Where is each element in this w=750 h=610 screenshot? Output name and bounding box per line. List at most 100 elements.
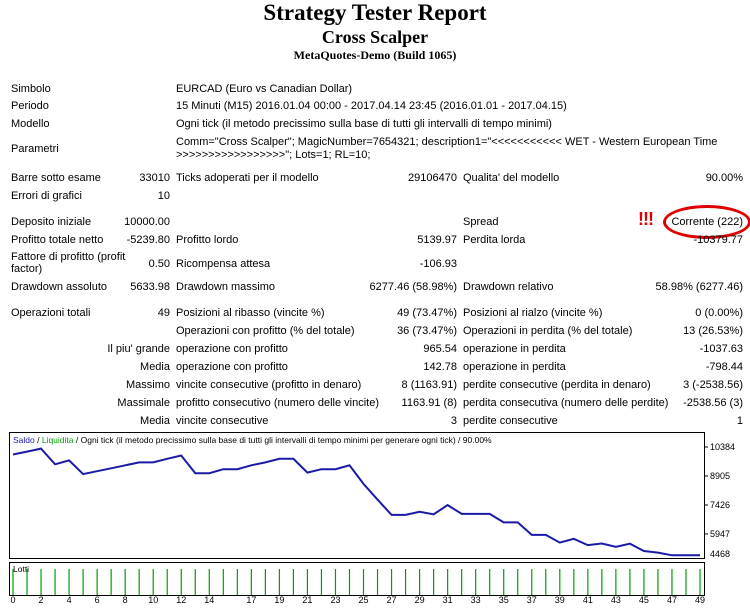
dd-assoluto-value: 5633.98 [130,281,170,293]
ticks-label: Ticks adoperati per il modello [176,172,319,184]
qualita-label: Qualita' del modello [463,172,560,184]
massimo-loss-label: perdite consecutive (perdita in denaro) [463,379,651,391]
profitto-lordo-value: 5139.97 [417,234,457,246]
balance-series-line [12,447,700,557]
x-tick-label: 2 [38,595,44,605]
x-tick-label: 29 [414,595,425,605]
parametri-label: Parametri [11,143,59,155]
lots-frame [9,562,705,596]
barre-value: 33010 [139,172,170,184]
massimo-loss-value: 3 (-2538.56) [683,379,743,391]
x-tick-label: 41 [582,595,593,605]
media-loss-label: operazione in perdita [463,361,566,373]
x-tick-label: 12 [176,595,187,605]
x-tick-label: 45 [638,595,649,605]
grande-profit-value: 965.54 [423,343,457,355]
massimale-label: Massimale [117,397,170,409]
grande-label: Il piu' grande [107,343,170,355]
legend-saldo: Saldo [13,435,35,445]
deposito-label: Deposito iniziale [11,216,92,228]
chart-legend: Saldo / Liquidita / Ogni tick (il metodo… [13,435,492,445]
y-tick-label: 10384 [710,442,735,452]
fattore-label-line2: factor) [11,263,43,275]
media-wins-value: 3 [450,415,457,427]
x-tick-label: 35 [498,595,509,605]
x-tick-label: 6 [94,595,100,605]
x-tick-label: 10 [148,595,159,605]
dd-relativo-label: Drawdown relativo [463,281,554,293]
x-tick-label: 19 [274,595,285,605]
dd-massimo-value: 6277.46 (58.98%) [369,281,457,293]
pos-rialzo-value: 0 (0.00%) [695,307,743,319]
x-tick-label: 4 [66,595,72,605]
balance-chart: Saldo / Liquidita / Ogni tick (il metodo… [9,432,740,559]
media-profit-value: 142.78 [423,361,457,373]
profitto-lordo-label: Profitto lordo [176,234,239,246]
pos-ribasso-label: Posizioni al ribasso (vincite %) [176,307,325,319]
massimo-profit-label: vincite consecutive (profitto in denaro) [176,379,362,391]
x-tick-label: 0 [10,595,16,605]
errori-label: Errori di grafici [11,190,82,202]
ricompensa-label: Ricompensa attesa [176,258,271,270]
x-tick-label: 23 [330,595,341,605]
massimo-label: Massimo [125,379,170,391]
y-tick-label: 7426 [710,500,730,510]
y-tick-label: 8905 [710,471,730,481]
parametri-value-line1: Comm="Cross Scalper"; MagicNumber=765432… [176,136,718,148]
x-tick-label: 39 [554,595,565,605]
ricompensa-value: -106.93 [419,258,457,270]
lots-label: Lotti [13,564,29,574]
simbolo-label: Simbolo [11,83,51,95]
pos-ribasso-value: 49 (73.47%) [397,307,457,319]
build-info: MetaQuotes-Demo (Build 1065) [293,48,457,62]
dd-relativo-value: 58.98% (6277.46) [655,281,743,293]
massimo-profit-value: 8 (1163.91) [401,379,457,391]
grande-loss-label: operazione in perdita [463,343,566,355]
legend-liquidita: Liquidita [42,435,74,445]
x-tick-label: 27 [386,595,397,605]
lots-bars [12,569,701,595]
y-tick-label: 5947 [710,529,730,539]
modello-value: Ogni tick (il metodo precissimo sulla ba… [176,118,552,130]
spread-highlight-oval [663,205,750,239]
x-tick-label: 17 [246,595,257,605]
x-tick-label: 21 [302,595,313,605]
media-profit-label: operazione con profitto [176,361,288,373]
perdita-lorda-value: -10379.77 [693,234,743,246]
expert-name: Cross Scalper [321,27,429,47]
op-totali-label: Operazioni totali [11,307,91,319]
barre-label: Barre sotto esame [11,172,101,184]
profitto-totale-value: -5239.80 [126,234,170,246]
modello-label: Modello [11,118,50,130]
media-wins-label: vincite consecutive [176,415,269,427]
x-tick-label: 33 [470,595,481,605]
x-tick-label: 49 [694,595,705,605]
media-label: Media [140,361,170,373]
errori-value: 10 [157,190,170,202]
y-axis-ticks: 10384 8905 7426 5947 4468 [704,442,735,559]
simbolo-value: EURCAD (Euro vs Canadian Dollar) [176,83,353,95]
op-perdita-label: Operazioni in perdita (% del totale) [463,325,633,337]
op-perdita-value: 13 (26.53%) [683,325,743,337]
op-totali-value: 49 [157,307,170,319]
x-tick-label: 31 [442,595,453,605]
grande-loss-value: -1037.63 [699,343,743,355]
x-tick-label: 25 [358,595,369,605]
spread-value: Corrente (222) [671,216,743,228]
op-profitto-value: 36 (73.47%) [397,325,457,337]
x-tick-label: 43 [610,595,621,605]
massimale-profit-value: 1163.91 (8) [401,397,457,409]
x-tick-label: 47 [666,595,677,605]
media-consecutive-label: Media [140,415,170,427]
perdita-lorda-label: Perdita lorda [463,234,526,246]
grande-profit-label: operazione con profitto [176,343,288,355]
media-losses-label: perdite consecutive [463,415,558,427]
pos-rialzo-label: Posizioni al rialzo (vincite %) [463,307,603,319]
parametri-value-line2: >>>>>>>>>>>>>>>>>"; Lots=1; RL=10; [176,149,371,161]
ticks-value: 29106470 [408,172,457,184]
alert-exclamation-marks: !!! [638,209,654,229]
massimale-loss-value: -2538.56 (3) [683,397,743,409]
qualita-value: 90.00% [705,172,743,184]
media-losses-value: 1 [736,415,743,427]
chart-frame [9,432,705,559]
